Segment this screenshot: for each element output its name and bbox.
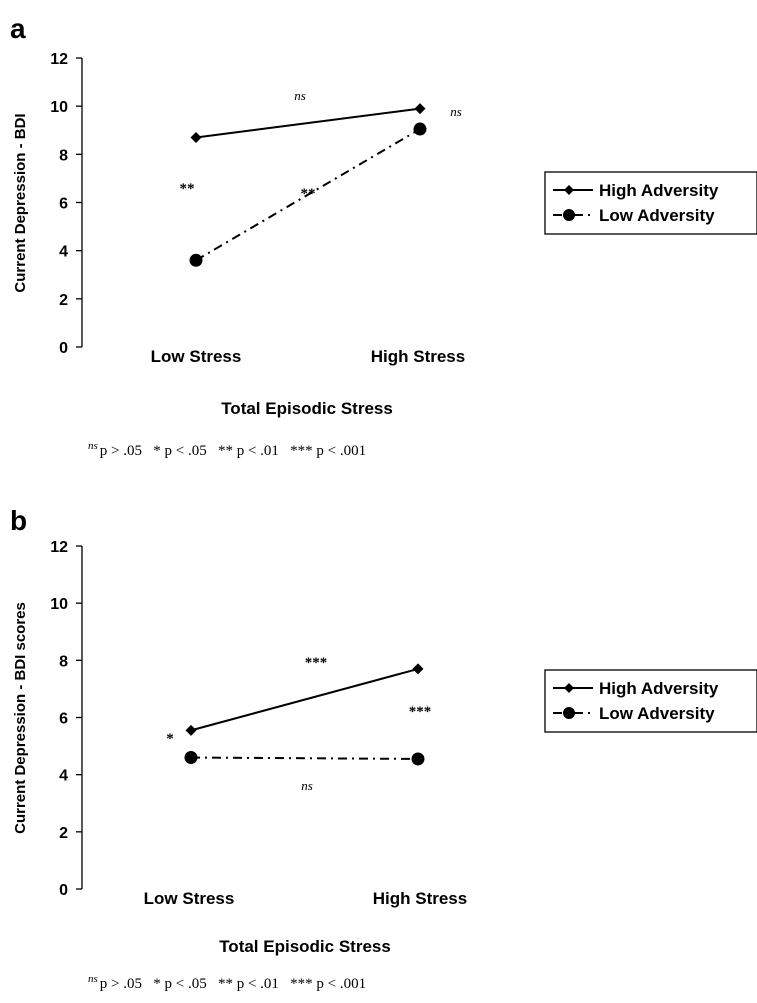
significance-annotation: ns — [301, 778, 313, 793]
series-line-high-adversity — [190, 667, 419, 732]
x-axis-title: Total Episodic Stress — [219, 937, 391, 956]
legend-label: Low Adversity — [599, 206, 715, 225]
y-tick-label: 4 — [59, 244, 68, 261]
y-tick-label: 2 — [59, 825, 68, 842]
significance-annotation: ** — [301, 186, 316, 202]
legend-marker-diamond — [564, 683, 574, 693]
y-axis-title: Current Depression - BDI — [12, 113, 29, 292]
y-tick-label: 4 — [59, 768, 68, 785]
data-point-circle — [411, 752, 425, 766]
legend: High Adversity Low Adversity — [544, 171, 757, 235]
legend-box — [544, 171, 757, 235]
data-point-circle — [189, 253, 203, 267]
y-tick-label: 2 — [59, 292, 68, 309]
y-tick-label: 8 — [59, 147, 68, 164]
legend-label: High Adversity — [599, 181, 719, 200]
y-tick-label: 12 — [50, 539, 68, 556]
y-tick-label: 12 — [50, 51, 68, 68]
footnote-ns-superscript: ns — [88, 440, 98, 452]
legend-marker-circle — [563, 209, 575, 221]
series-line-low-adversity — [190, 756, 419, 760]
x-category-label: High Stress — [371, 347, 465, 366]
footnote-ns-superscript: ns — [88, 973, 98, 985]
series-line-low-adversity — [195, 128, 421, 262]
chart-panel-b: b 0 2 4 6 8 10 12 Low Stress High Stress Total Epi… — [10, 505, 757, 992]
x-category-label: Low Stress — [144, 889, 235, 908]
y-tick-label: 10 — [50, 99, 68, 116]
y-tick-label: 6 — [59, 711, 68, 728]
data-point-diamond — [190, 131, 202, 143]
legend-label: High Adversity — [599, 679, 719, 698]
footnote: ns p > .05 * p < .05 ** p < .01 *** p < .… — [88, 440, 366, 459]
footnote: ns p > .05 * p < .05 ** p < .01 *** p < .… — [88, 973, 366, 992]
significance-annotation: ns — [450, 104, 462, 119]
significance-annotation: * — [166, 731, 174, 747]
significance-annotation: *** — [305, 655, 328, 671]
data-point-diamond — [412, 663, 424, 675]
legend: High Adversity Low Adversity — [544, 669, 757, 733]
series-line-high-adversity — [195, 107, 421, 139]
data-point-circle — [184, 751, 198, 765]
y-tick-label: 8 — [59, 653, 68, 670]
y-tick-label: 6 — [59, 196, 68, 213]
x-category-label: Low Stress — [151, 347, 242, 366]
panel-letter: b — [10, 505, 27, 536]
legend-box — [544, 669, 757, 733]
y-axis-title: Current Depression - BDI scores — [12, 602, 29, 834]
data-point-circle — [413, 122, 427, 136]
significance-annotation: ** — [180, 181, 195, 197]
footnote-text: p > .05 * p < .05 ** p < .01 *** p < .00… — [100, 443, 366, 459]
footnote-text: p > .05 * p < .05 ** p < .01 *** p < .00… — [100, 976, 366, 992]
chart-panel-a: a 0 2 4 6 8 10 12 Low Stress High Stress Total Epi… — [10, 13, 757, 459]
y-tick-label: 0 — [59, 882, 68, 899]
significance-annotation: *** — [409, 704, 432, 720]
data-point-diamond — [185, 724, 197, 736]
data-point-diamond — [414, 103, 426, 115]
legend-label: Low Adversity — [599, 704, 715, 723]
legend-marker-diamond — [564, 185, 574, 195]
panel-letter: a — [10, 13, 26, 44]
x-axis-title: Total Episodic Stress — [221, 399, 393, 418]
x-category-label: High Stress — [373, 889, 467, 908]
significance-annotation: ns — [294, 88, 306, 103]
y-tick-label: 0 — [59, 340, 68, 357]
legend-marker-circle — [563, 707, 575, 719]
y-tick-label: 10 — [50, 596, 68, 613]
